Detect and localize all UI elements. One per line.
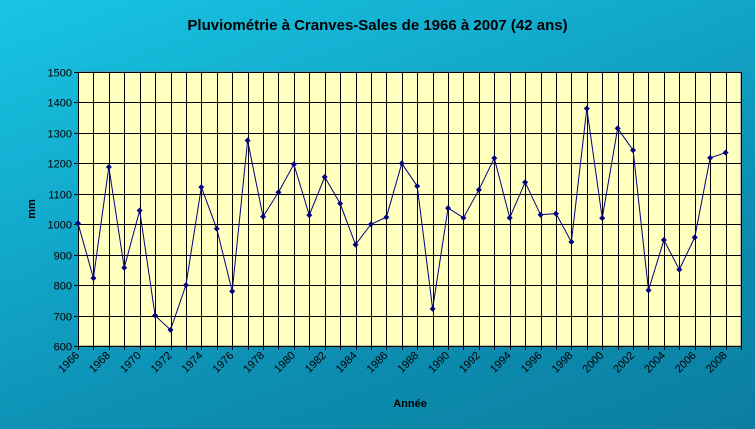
data-point — [152, 312, 159, 319]
y-tick-label: 1500 — [48, 68, 72, 80]
data-point — [429, 305, 436, 312]
data-point — [475, 186, 482, 193]
data-point — [491, 155, 498, 162]
x-tick-label: 1970 — [118, 350, 144, 376]
data-point — [90, 275, 97, 282]
data-point — [229, 288, 236, 295]
data-point — [182, 282, 189, 289]
data-point — [630, 147, 637, 154]
plot-area — [77, 71, 742, 347]
data-point — [367, 221, 374, 228]
x-tick-label: 1972 — [149, 350, 175, 376]
y-tick-label: 600 — [54, 342, 72, 354]
data-point — [722, 149, 729, 156]
x-tick-label: 1982 — [303, 350, 329, 376]
y-tick-label: 1400 — [48, 98, 72, 110]
y-axis-title: mm — [26, 199, 38, 219]
x-tick-label: 1974 — [180, 350, 206, 376]
x-tick-label: 1996 — [519, 350, 545, 376]
x-tick-label: 1990 — [426, 350, 452, 376]
data-point — [275, 189, 282, 196]
y-tick-label: 900 — [54, 251, 72, 263]
x-tick-label: 1984 — [334, 350, 360, 376]
data-point — [537, 211, 544, 218]
x-tick-label: 2000 — [581, 350, 607, 376]
x-tick-label: 1976 — [211, 350, 237, 376]
x-tick-label: 1978 — [241, 350, 267, 376]
x-tick-label: 1998 — [550, 350, 576, 376]
data-point — [414, 183, 421, 190]
data-point — [460, 214, 467, 221]
data-point — [522, 179, 529, 186]
data-point — [352, 241, 359, 248]
x-tick-label: 2002 — [611, 350, 637, 376]
data-point — [568, 238, 575, 245]
data-point — [198, 184, 205, 191]
x-tick-label: 2008 — [704, 350, 730, 376]
data-point — [383, 214, 390, 221]
y-tick-label: 1100 — [48, 190, 72, 202]
x-tick-label: 1988 — [396, 350, 422, 376]
data-point — [244, 137, 251, 144]
y-tick-label: 1200 — [48, 159, 72, 171]
x-tick-label: 1986 — [365, 350, 391, 376]
data-point — [260, 213, 267, 220]
data-point — [506, 214, 513, 221]
data-point — [121, 264, 128, 271]
data-point — [707, 154, 714, 161]
data-point — [645, 287, 652, 294]
x-tick-label: 2004 — [642, 350, 668, 376]
data-point — [660, 237, 667, 244]
y-tick-label: 800 — [54, 281, 72, 293]
x-tick-label: 1980 — [272, 350, 298, 376]
x-tick-label: 2006 — [673, 350, 699, 376]
data-point — [105, 163, 112, 170]
data-point — [167, 326, 174, 333]
x-axis-title: Année — [393, 398, 427, 410]
data-point — [398, 160, 405, 167]
data-point — [583, 105, 590, 112]
x-tick-label: 1994 — [488, 350, 514, 376]
data-point — [136, 207, 143, 214]
data-point — [290, 161, 297, 168]
data-point — [676, 266, 683, 273]
data-point — [691, 234, 698, 241]
data-point — [337, 200, 344, 207]
x-tick-label: 1968 — [87, 350, 113, 376]
data-point — [213, 225, 220, 232]
y-tick-label: 1000 — [48, 220, 72, 232]
x-tick-label: 1992 — [457, 350, 483, 376]
y-tick-label: 1300 — [48, 129, 72, 141]
data-point — [599, 215, 606, 222]
chart-title: Pluviométrie à Cranves-Sales de 1966 à 2… — [187, 17, 568, 34]
data-point — [552, 210, 559, 217]
data-series — [75, 105, 729, 333]
data-point — [75, 220, 81, 227]
data-point — [321, 174, 328, 181]
data-point — [614, 125, 621, 132]
data-point — [306, 212, 313, 219]
x-tick-label: 1966 — [56, 350, 82, 376]
data-point — [445, 205, 452, 212]
y-tick-label: 700 — [54, 312, 72, 324]
